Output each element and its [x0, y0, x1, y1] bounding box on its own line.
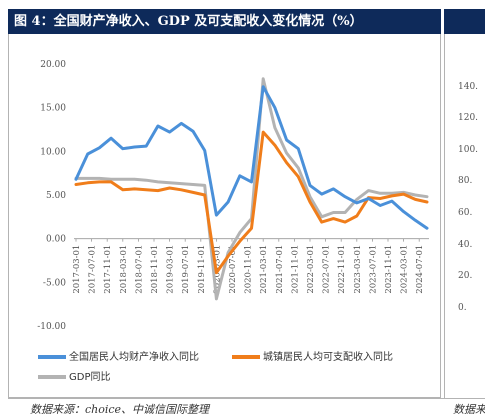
y-tick-label: -5.00 [43, 278, 66, 288]
x-tick-label: 2019-03-01 [166, 245, 176, 294]
adjacent-y-tick-label: 100. [458, 145, 479, 155]
series-lines [74, 77, 429, 301]
series-line-1 [74, 85, 429, 230]
legend-swatch-series-3 [38, 375, 66, 379]
x-tick-label: 2019-11-01 [197, 245, 207, 294]
x-tick-label: 2019-07-01 [181, 245, 191, 294]
x-tick-label: 2023-03-01 [353, 245, 363, 294]
x-tick-label: 2017-11-01 [103, 245, 113, 294]
x-tick-label: 2023-11-01 [384, 245, 394, 294]
x-tick-label: 2024-07-01 [415, 245, 425, 294]
x-tick-label: 2022-03-01 [306, 245, 316, 294]
adjacent-panel-divider [444, 34, 445, 398]
adjacent-data-source-note: 数据来 [453, 403, 485, 416]
legend-item-series-1: 全国居民人均财产净收入同比 [38, 348, 199, 363]
legend-swatch-series-1 [38, 355, 66, 359]
figure-title: 图 4：全国财产净收入、GDP 及可支配收入变化情况（%） [8, 9, 441, 34]
x-tick-label: 2017-07-01 [88, 245, 98, 294]
source-divider [8, 398, 485, 399]
chart-panel-frame [8, 34, 441, 398]
x-tick-label: 2017-03-01 [72, 245, 82, 294]
x-tick-label: 2024-03-01 [400, 245, 410, 294]
x-tick-label: 2023-07-01 [368, 245, 378, 294]
adjacent-y-tick-label: 120. [458, 113, 479, 123]
y-tick-label: -10.00 [37, 322, 66, 332]
x-axis-ticks: 2017-03-01 2017-07-01 2017-11-01 2018-03-01… [72, 238, 425, 294]
adjacent-y-tick-label: 0. [458, 303, 467, 313]
x-tick-label: 2018-03-01 [119, 245, 129, 294]
y-axis-ticks: 20.00 15.00 10.00 5.00 0.00 -5.00 -10.00 [37, 60, 66, 332]
x-tick-label: 2022-07-01 [322, 245, 332, 294]
adjacent-y-tick-label: 60. [458, 208, 473, 218]
legend-label-series-2: 城镇居民人均可支配收入同比 [263, 352, 393, 363]
x-tick-label: 2021-11-01 [290, 245, 300, 294]
data-source-note: 数据来源：choice、中诚信国际整理 [30, 403, 210, 416]
legend-swatch-series-2 [232, 355, 260, 359]
x-tick-label: 2021-03-01 [259, 245, 269, 294]
adjacent-y-tick-label: 20. [458, 271, 473, 281]
y-tick-label: 5.00 [46, 191, 66, 201]
x-tick-label: 2020-11-01 [244, 245, 254, 294]
legend-item-series-2: 城镇居民人均可支配收入同比 [232, 348, 393, 363]
legend-label-series-1: 全国居民人均财产净收入同比 [69, 352, 199, 363]
y-tick-label: 10.00 [40, 147, 66, 157]
adjacent-y-tick-label: 80. [458, 176, 473, 186]
y-tick-label: 0.00 [46, 235, 66, 245]
adjacent-figure-title-bar [444, 9, 485, 34]
x-tick-label: 2018-07-01 [134, 245, 144, 294]
x-tick-label: 2018-11-01 [150, 245, 160, 294]
x-tick-label: 2020-07-01 [228, 245, 238, 294]
adjacent-y-tick-label: 40. [458, 240, 473, 250]
x-tick-label: 2022-11-01 [337, 245, 347, 294]
legend-label-series-3: GDP同比 [69, 372, 111, 383]
legend-item-series-3: GDP同比 [38, 368, 110, 383]
x-tick-label: 2021-07-01 [275, 245, 285, 294]
y-tick-label: 15.00 [40, 104, 66, 114]
y-tick-label: 20.00 [40, 60, 66, 70]
adjacent-y-tick-label: 140. [458, 82, 479, 92]
